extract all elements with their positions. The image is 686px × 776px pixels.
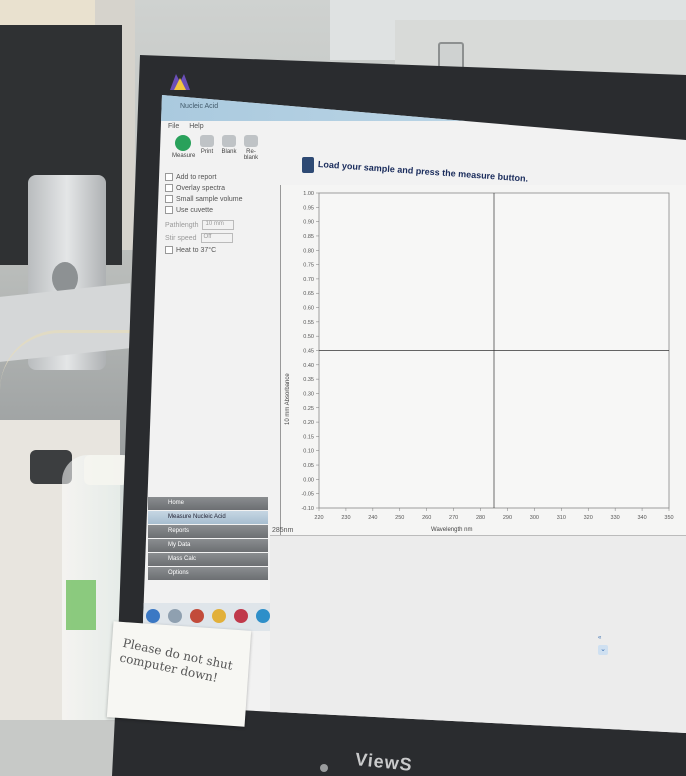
x-tick-label: 300 bbox=[530, 515, 539, 521]
blank-button[interactable]: Blank bbox=[218, 135, 240, 155]
nav-reports[interactable]: Reports bbox=[148, 525, 268, 538]
app-logo-icon bbox=[170, 74, 190, 90]
options-panel: Add to report Overlay spectra Small samp… bbox=[165, 173, 270, 593]
y-tick-label: 0.05 bbox=[303, 463, 314, 469]
status-area: Load your sample and press the measure b… bbox=[302, 153, 686, 184]
start-icon[interactable] bbox=[146, 609, 160, 623]
option-add-to-report[interactable]: Add to report bbox=[165, 173, 270, 181]
y-tick-label: 0.40 bbox=[303, 363, 314, 369]
measure-button[interactable]: Measure bbox=[172, 135, 195, 159]
explorer-icon[interactable] bbox=[168, 609, 182, 623]
checkbox[interactable] bbox=[165, 246, 173, 254]
spectrum-plot[interactable]: 1.00 0.95 0.90 0.85 0.80 0.75 0.70 0.65 0.60 0.55… bbox=[280, 185, 686, 535]
reblank-icon bbox=[244, 135, 258, 147]
printer-icon bbox=[200, 135, 214, 147]
x-tick-label: 340 bbox=[637, 515, 646, 521]
pathlength-field: Pathlength 10 mm bbox=[165, 220, 270, 230]
screen: Nucleic Acid File Help Measure Print Bla… bbox=[140, 95, 686, 733]
collapse-icon[interactable]: « bbox=[598, 635, 602, 641]
reblank-button[interactable]: Re-blank bbox=[240, 135, 262, 161]
y-tick-label: 0.45 bbox=[303, 349, 314, 355]
y-tick-label: 0.90 bbox=[303, 220, 314, 226]
ie-icon[interactable] bbox=[256, 609, 270, 623]
nav-mass-calc[interactable]: Mass Calc bbox=[148, 553, 268, 566]
x-tick-label: 330 bbox=[611, 515, 620, 521]
cuvette-icon bbox=[302, 157, 314, 173]
checkbox[interactable] bbox=[165, 195, 173, 203]
option-overlay-spectra[interactable]: Overlay spectra bbox=[165, 184, 270, 192]
y-tick-label: 0.00 bbox=[303, 477, 314, 483]
option-heat[interactable]: Heat to 37°C bbox=[165, 246, 270, 254]
stir-speed-field: Stir speed Off bbox=[165, 233, 270, 243]
y-tick-label: 0.65 bbox=[303, 291, 314, 297]
menu-help[interactable]: Help bbox=[189, 123, 204, 130]
stir-speed-select[interactable]: Off bbox=[200, 233, 233, 243]
option-small-sample-volume[interactable]: Small sample volume bbox=[165, 195, 270, 203]
play-icon bbox=[175, 135, 191, 151]
nav-home[interactable]: Home bbox=[148, 497, 268, 510]
blank-icon bbox=[222, 135, 236, 147]
cables bbox=[0, 330, 130, 433]
y-tick-label: 0.95 bbox=[303, 205, 314, 211]
y-tick-label: 0.20 bbox=[303, 420, 314, 426]
menu-bar: File Help bbox=[168, 123, 212, 130]
status-message: Load your sample and press the measure b… bbox=[317, 159, 529, 184]
print-button[interactable]: Print bbox=[196, 135, 218, 155]
taskbar bbox=[140, 603, 275, 631]
window-title: Nucleic Acid bbox=[180, 103, 219, 110]
y-tick-label: 0.85 bbox=[303, 234, 314, 240]
nav-measure-nucleic-acid[interactable]: Measure Nucleic Acid bbox=[148, 511, 268, 524]
y-axis-label: 10 mm Absorbance bbox=[285, 373, 291, 425]
y-tick-label: 0.70 bbox=[303, 277, 314, 283]
nav-my-data[interactable]: My Data bbox=[148, 539, 268, 552]
checkbox[interactable] bbox=[165, 184, 173, 192]
x-axis-label: Wavelength nm bbox=[431, 527, 472, 533]
app-icon[interactable] bbox=[190, 609, 204, 623]
power-button[interactable] bbox=[320, 764, 328, 772]
plot-svg: 1.00 0.95 0.90 0.85 0.80 0.75 0.70 0.65 0.60 0.55… bbox=[285, 191, 674, 533]
y-tick-label: -0.05 bbox=[301, 492, 314, 498]
y-tick-label: 1.00 bbox=[303, 191, 314, 197]
x-tick-label: 260 bbox=[422, 515, 431, 521]
menu-file[interactable]: File bbox=[168, 123, 180, 130]
option-use-cuvette[interactable]: Use cuvette bbox=[165, 206, 270, 214]
x-tick-label: 290 bbox=[503, 515, 512, 521]
y-tick-label: 0.35 bbox=[303, 377, 314, 383]
navigation-panel: Home Measure Nucleic Acid Reports My Dat… bbox=[148, 497, 268, 581]
bottle-cap bbox=[84, 455, 128, 485]
x-tick-label: 230 bbox=[341, 515, 350, 521]
y-tick-label: 0.80 bbox=[303, 248, 314, 254]
y-tick-label: 0.55 bbox=[303, 320, 314, 326]
x-tick-label: 270 bbox=[449, 515, 458, 521]
y-tick-label: 0.30 bbox=[303, 391, 314, 397]
chrome-icon[interactable] bbox=[212, 609, 226, 623]
y-tick-label: 0.25 bbox=[303, 406, 314, 412]
pathlength-select[interactable]: 10 mm bbox=[202, 220, 235, 230]
coordinate-readout: 285nm bbox=[272, 527, 294, 534]
y-tick-label: 0.10 bbox=[303, 449, 314, 455]
y-tick-label: 0.15 bbox=[303, 434, 314, 440]
x-tick-label: 280 bbox=[476, 515, 485, 521]
nav-options[interactable]: Options bbox=[148, 567, 268, 580]
results-panel bbox=[270, 535, 686, 733]
x-tick-label: 250 bbox=[395, 515, 404, 521]
y-tick-label: 0.50 bbox=[303, 334, 314, 340]
x-tick-label: 220 bbox=[314, 515, 323, 521]
bottle-label bbox=[66, 580, 96, 630]
media-icon[interactable] bbox=[234, 609, 248, 623]
y-tick-label: -0.10 bbox=[301, 506, 314, 512]
x-tick-label: 310 bbox=[557, 515, 566, 521]
y-tick-label: 0.60 bbox=[303, 306, 314, 312]
x-tick-label: 240 bbox=[368, 515, 377, 521]
checkbox[interactable] bbox=[165, 173, 173, 181]
checkbox[interactable] bbox=[165, 206, 173, 214]
x-tick-label: 320 bbox=[584, 515, 593, 521]
chevron-down-icon[interactable]: ⌄ bbox=[598, 645, 608, 655]
y-tick-label: 0.75 bbox=[303, 263, 314, 269]
x-tick-label: 350 bbox=[664, 515, 673, 521]
